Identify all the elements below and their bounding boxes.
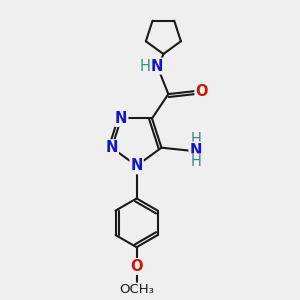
Text: O: O bbox=[195, 84, 208, 99]
Text: N: N bbox=[130, 158, 143, 173]
Text: H: H bbox=[140, 58, 151, 74]
Text: OCH₃: OCH₃ bbox=[119, 284, 154, 296]
Text: H: H bbox=[190, 132, 201, 147]
Text: N: N bbox=[150, 58, 163, 74]
Text: H: H bbox=[190, 154, 201, 169]
Text: N: N bbox=[115, 111, 128, 126]
Text: O: O bbox=[130, 259, 143, 274]
Text: N: N bbox=[190, 142, 202, 158]
Text: N: N bbox=[106, 140, 118, 155]
